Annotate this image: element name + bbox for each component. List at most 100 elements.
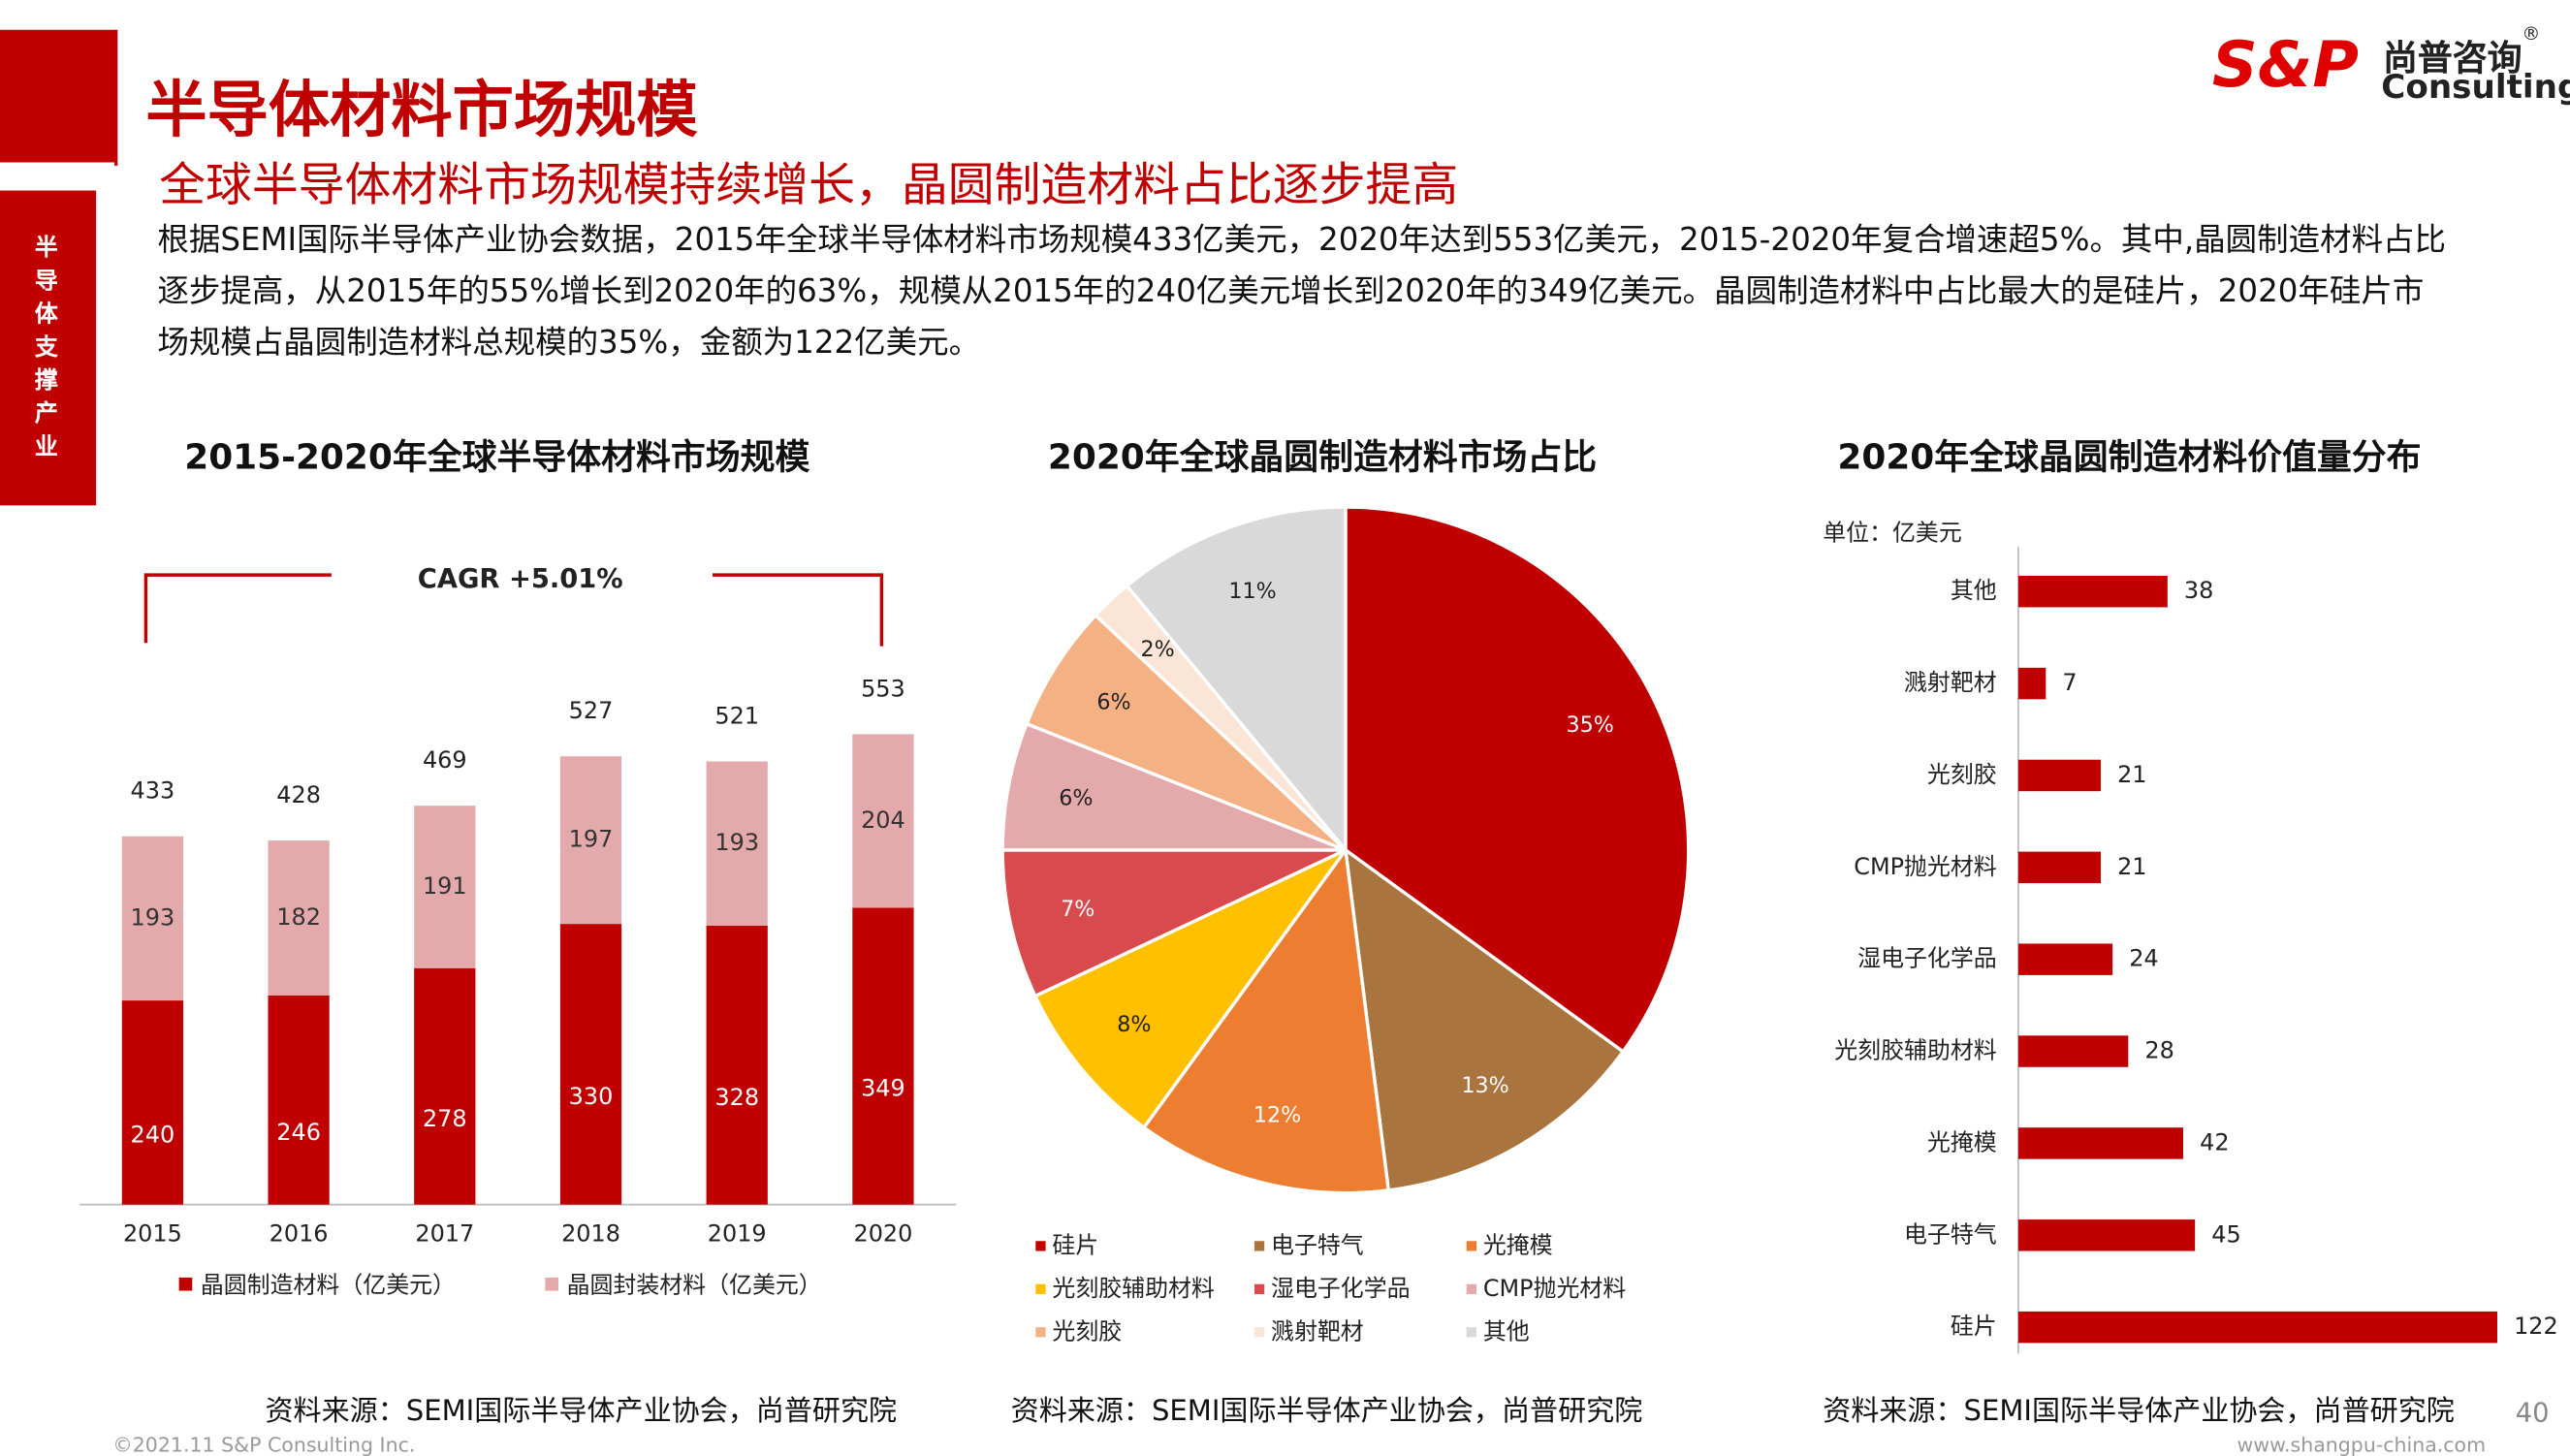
- bar-segment: [706, 761, 768, 926]
- y-tick-label: 湿电子化学品: [1857, 945, 1997, 972]
- bar: [2017, 1035, 2129, 1067]
- side-label: 半导体支撑产业: [34, 235, 58, 461]
- bar-segment: [852, 907, 914, 1205]
- bar-segment: [121, 836, 184, 1001]
- pie-slice: [1141, 845, 1391, 1195]
- data-label: 6%: [1096, 690, 1130, 715]
- data-label: 193: [714, 829, 759, 856]
- legend-swatch: [1466, 1327, 1476, 1338]
- bar: [2017, 1127, 2184, 1159]
- data-label: 21: [2117, 853, 2146, 880]
- data-label: 13%: [1461, 1073, 1508, 1098]
- data-label: 122: [2514, 1313, 2558, 1340]
- pie-slice: [1343, 846, 1626, 1192]
- data-label: 182: [276, 903, 321, 931]
- total-label: 521: [714, 702, 759, 729]
- unit-label: 单位：亿美元: [1823, 519, 1962, 546]
- bar-segment: [559, 924, 622, 1205]
- legend-label: 其他: [1483, 1317, 1530, 1345]
- data-label: 45: [2211, 1220, 2240, 1248]
- legend-label: 湿电子化学品: [1271, 1275, 1411, 1302]
- total-label: 553: [861, 675, 905, 702]
- x-tick-label: 2020: [853, 1219, 912, 1247]
- data-label: 8%: [1117, 1012, 1151, 1037]
- y-tick-label: 其他: [1951, 577, 1997, 604]
- y-tick-label: 电子特气: [1904, 1220, 1997, 1248]
- page-title: 半导体材料市场规模: [145, 74, 698, 146]
- y-tick-label: 光刻胶辅助材料: [1834, 1037, 1997, 1064]
- bar: [2017, 575, 2168, 608]
- data-label: 193: [131, 903, 175, 931]
- bar: [2017, 1311, 2497, 1344]
- bar-segment: [706, 925, 768, 1205]
- logo-name-en: Consulting: [2381, 66, 2570, 107]
- page-number: 40: [2515, 1396, 2550, 1429]
- bar-segment: [268, 995, 330, 1205]
- bar-segment: [268, 840, 330, 996]
- data-label: 330: [569, 1083, 614, 1110]
- website: www.shangpu-china.com: [2237, 1433, 2487, 1456]
- pie-slice: [1125, 505, 1348, 855]
- pie-slice: [1032, 848, 1348, 1130]
- bar: [2017, 759, 2101, 792]
- data-label: 278: [423, 1105, 467, 1132]
- legend-swatch: [1035, 1283, 1046, 1294]
- legend-label: 光刻胶: [1052, 1317, 1122, 1345]
- legend-swatch: [1466, 1283, 1476, 1294]
- legend-swatch: [1253, 1327, 1265, 1338]
- y-tick-label: CMP抛光材料: [1854, 853, 1997, 880]
- annotation: CAGR +5.01%: [418, 564, 623, 594]
- legend-swatch: [1253, 1241, 1265, 1251]
- legend-swatch: [545, 1277, 559, 1291]
- subtitle: 全球半导体材料市场规模持续增长，晶圆制造材料占比逐步提高: [159, 157, 1459, 212]
- chart-title: 2015-2020年全球半导体材料市场规模: [184, 436, 809, 477]
- data-label: 11%: [1228, 579, 1276, 604]
- logo-brand: S&P: [2211, 28, 2359, 102]
- x-tick-label: 2015: [123, 1219, 182, 1247]
- source: 资料来源：SEMI国际半导体产业协会，尚普研究院: [1823, 1395, 2455, 1429]
- logo-mark: ®: [2522, 22, 2541, 46]
- data-label: 12%: [1253, 1103, 1301, 1128]
- data-label: 197: [569, 826, 614, 853]
- data-label: 349: [861, 1075, 905, 1102]
- legend-label: CMP抛光材料: [1483, 1275, 1627, 1302]
- data-label: 328: [714, 1084, 759, 1111]
- total-label: 527: [569, 697, 614, 724]
- data-label: 240: [131, 1122, 175, 1149]
- pie-slice: [1024, 613, 1348, 852]
- data-label: 7: [2062, 669, 2077, 696]
- data-label: 42: [2200, 1128, 2229, 1155]
- bar: [2017, 943, 2113, 975]
- corner-block: [0, 29, 116, 163]
- bar-segment: [414, 806, 476, 968]
- logo-name-cn: 尚普咨询: [2382, 38, 2522, 79]
- pie-slice: [1344, 505, 1691, 1055]
- paragraph: 根据SEMI国际半导体产业协会数据，2015年全球半导体材料市场规模433亿美元…: [157, 222, 2447, 362]
- x-tick-label: 2018: [561, 1219, 620, 1247]
- bar-segment: [852, 734, 914, 908]
- data-label: 38: [2184, 577, 2213, 604]
- bar: [2017, 1219, 2196, 1251]
- pie-slice: [1000, 721, 1347, 852]
- data-label: 28: [2144, 1037, 2173, 1064]
- source: 资料来源：SEMI国际半导体产业协会，尚普研究院: [265, 1395, 898, 1429]
- bar: [2017, 667, 2046, 700]
- chart-title: 2020年全球晶圆制造材料价值量分布: [1837, 436, 2421, 477]
- bar: [2017, 851, 2101, 884]
- data-label: 204: [861, 807, 905, 834]
- y-tick-label: 硅片: [1951, 1313, 1997, 1340]
- total-label: 469: [423, 746, 467, 774]
- total-label: 433: [131, 777, 175, 805]
- y-tick-label: 光刻胶: [1927, 761, 1997, 788]
- legend-swatch: [1253, 1283, 1265, 1294]
- data-label: 35%: [1566, 712, 1613, 738]
- chart-title: 2020年全球晶圆制造材料市场占比: [1048, 436, 1597, 477]
- legend-label: 光刻胶辅助材料: [1052, 1275, 1215, 1302]
- x-tick-label: 2016: [270, 1219, 329, 1247]
- bar-segment: [414, 967, 476, 1205]
- legend-swatch: [1466, 1241, 1476, 1251]
- side-band: [0, 190, 97, 506]
